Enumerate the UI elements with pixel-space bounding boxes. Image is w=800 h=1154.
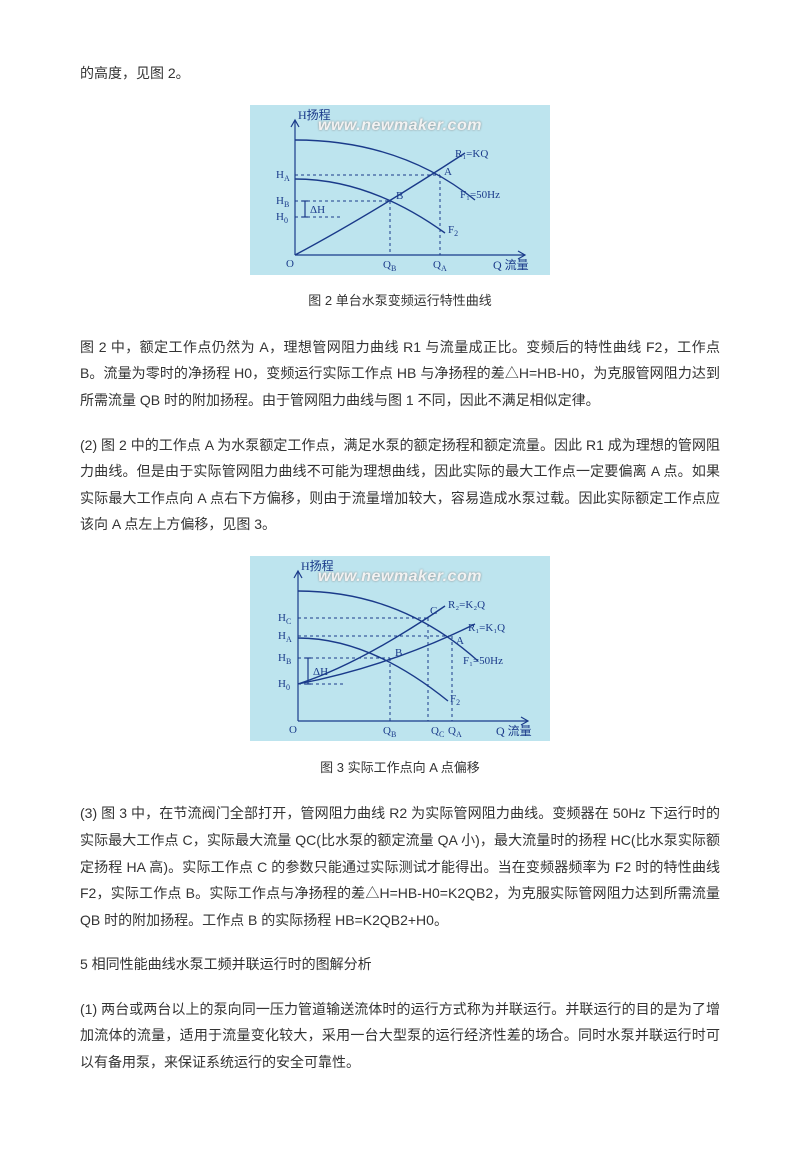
svg-text:B: B	[396, 190, 403, 202]
figure-3-caption: 图 3 实际工作点向 A 点偏移	[80, 756, 720, 781]
svg-text:H0: H0	[278, 678, 290, 692]
svg-text:ΔH: ΔH	[313, 666, 328, 678]
svg-text:Q 流量: Q 流量	[496, 724, 532, 738]
figure-3: www.newmaker.com	[80, 556, 720, 750]
svg-text:H0: H0	[276, 211, 288, 225]
svg-text:QA: QA	[448, 725, 462, 739]
svg-text:O: O	[286, 258, 294, 270]
svg-text:QA: QA	[433, 259, 447, 273]
paragraph-4: (3) 图 3 中，在节流阀门全部打开，管网阻力曲线 R2 为实际管网阻力曲线。…	[80, 800, 720, 933]
svg-text:HB: HB	[278, 652, 291, 666]
svg-text:A: A	[444, 166, 452, 178]
svg-text:HA: HA	[276, 169, 290, 183]
svg-text:QB: QB	[383, 725, 396, 739]
figure-2-caption: 图 2 单台水泵变频运行特性曲线	[80, 289, 720, 314]
svg-text:F₁=50Hz: F₁=50Hz	[460, 189, 500, 201]
svg-text:C: C	[430, 605, 437, 617]
paragraph-2: 图 2 中，额定工作点仍然为 A，理想管网阻力曲线 R1 与流量成正比。变频后的…	[80, 334, 720, 414]
svg-text:O: O	[289, 724, 297, 736]
svg-text:A: A	[456, 635, 464, 647]
section-5-heading: 5 相同性能曲线水泵工频并联运行时的图解分析	[80, 951, 720, 978]
svg-text:F₁=50Hz: F₁=50Hz	[463, 655, 503, 667]
svg-text:R₁=K₁Q: R₁=K₁Q	[468, 622, 505, 634]
figure-2: www.newmaker.com	[80, 105, 720, 284]
svg-text:ΔH: ΔH	[310, 204, 325, 216]
svg-text:R₂=K₂Q: R₂=K₂Q	[448, 599, 485, 611]
figure-3-chart: www.newmaker.com	[250, 556, 550, 741]
paragraph-3: (2) 图 2 中的工作点 A 为水泵额定工作点，满足水泵的额定扬程和额定流量。…	[80, 432, 720, 538]
svg-text:Q 流量: Q 流量	[493, 258, 529, 272]
svg-text:HA: HA	[278, 630, 292, 644]
svg-text:HC: HC	[278, 612, 291, 626]
svg-text:H扬程: H扬程	[301, 558, 334, 573]
svg-text:H扬程: H扬程	[298, 107, 331, 122]
svg-text:QB: QB	[383, 259, 396, 273]
svg-text:B: B	[395, 647, 402, 659]
svg-text:HB: HB	[276, 195, 289, 209]
svg-text:R₁=KQ: R₁=KQ	[455, 148, 488, 160]
intro-text: 的高度，见图 2。	[80, 60, 720, 87]
svg-text:F2: F2	[450, 693, 460, 707]
paragraph-5: (1) 两台或两台以上的泵向同一压力管道输送流体时的运行方式称为并联运行。并联运…	[80, 996, 720, 1076]
svg-text:QC: QC	[431, 725, 444, 739]
figure-2-chart: www.newmaker.com	[250, 105, 550, 275]
svg-text:F2: F2	[448, 224, 458, 238]
